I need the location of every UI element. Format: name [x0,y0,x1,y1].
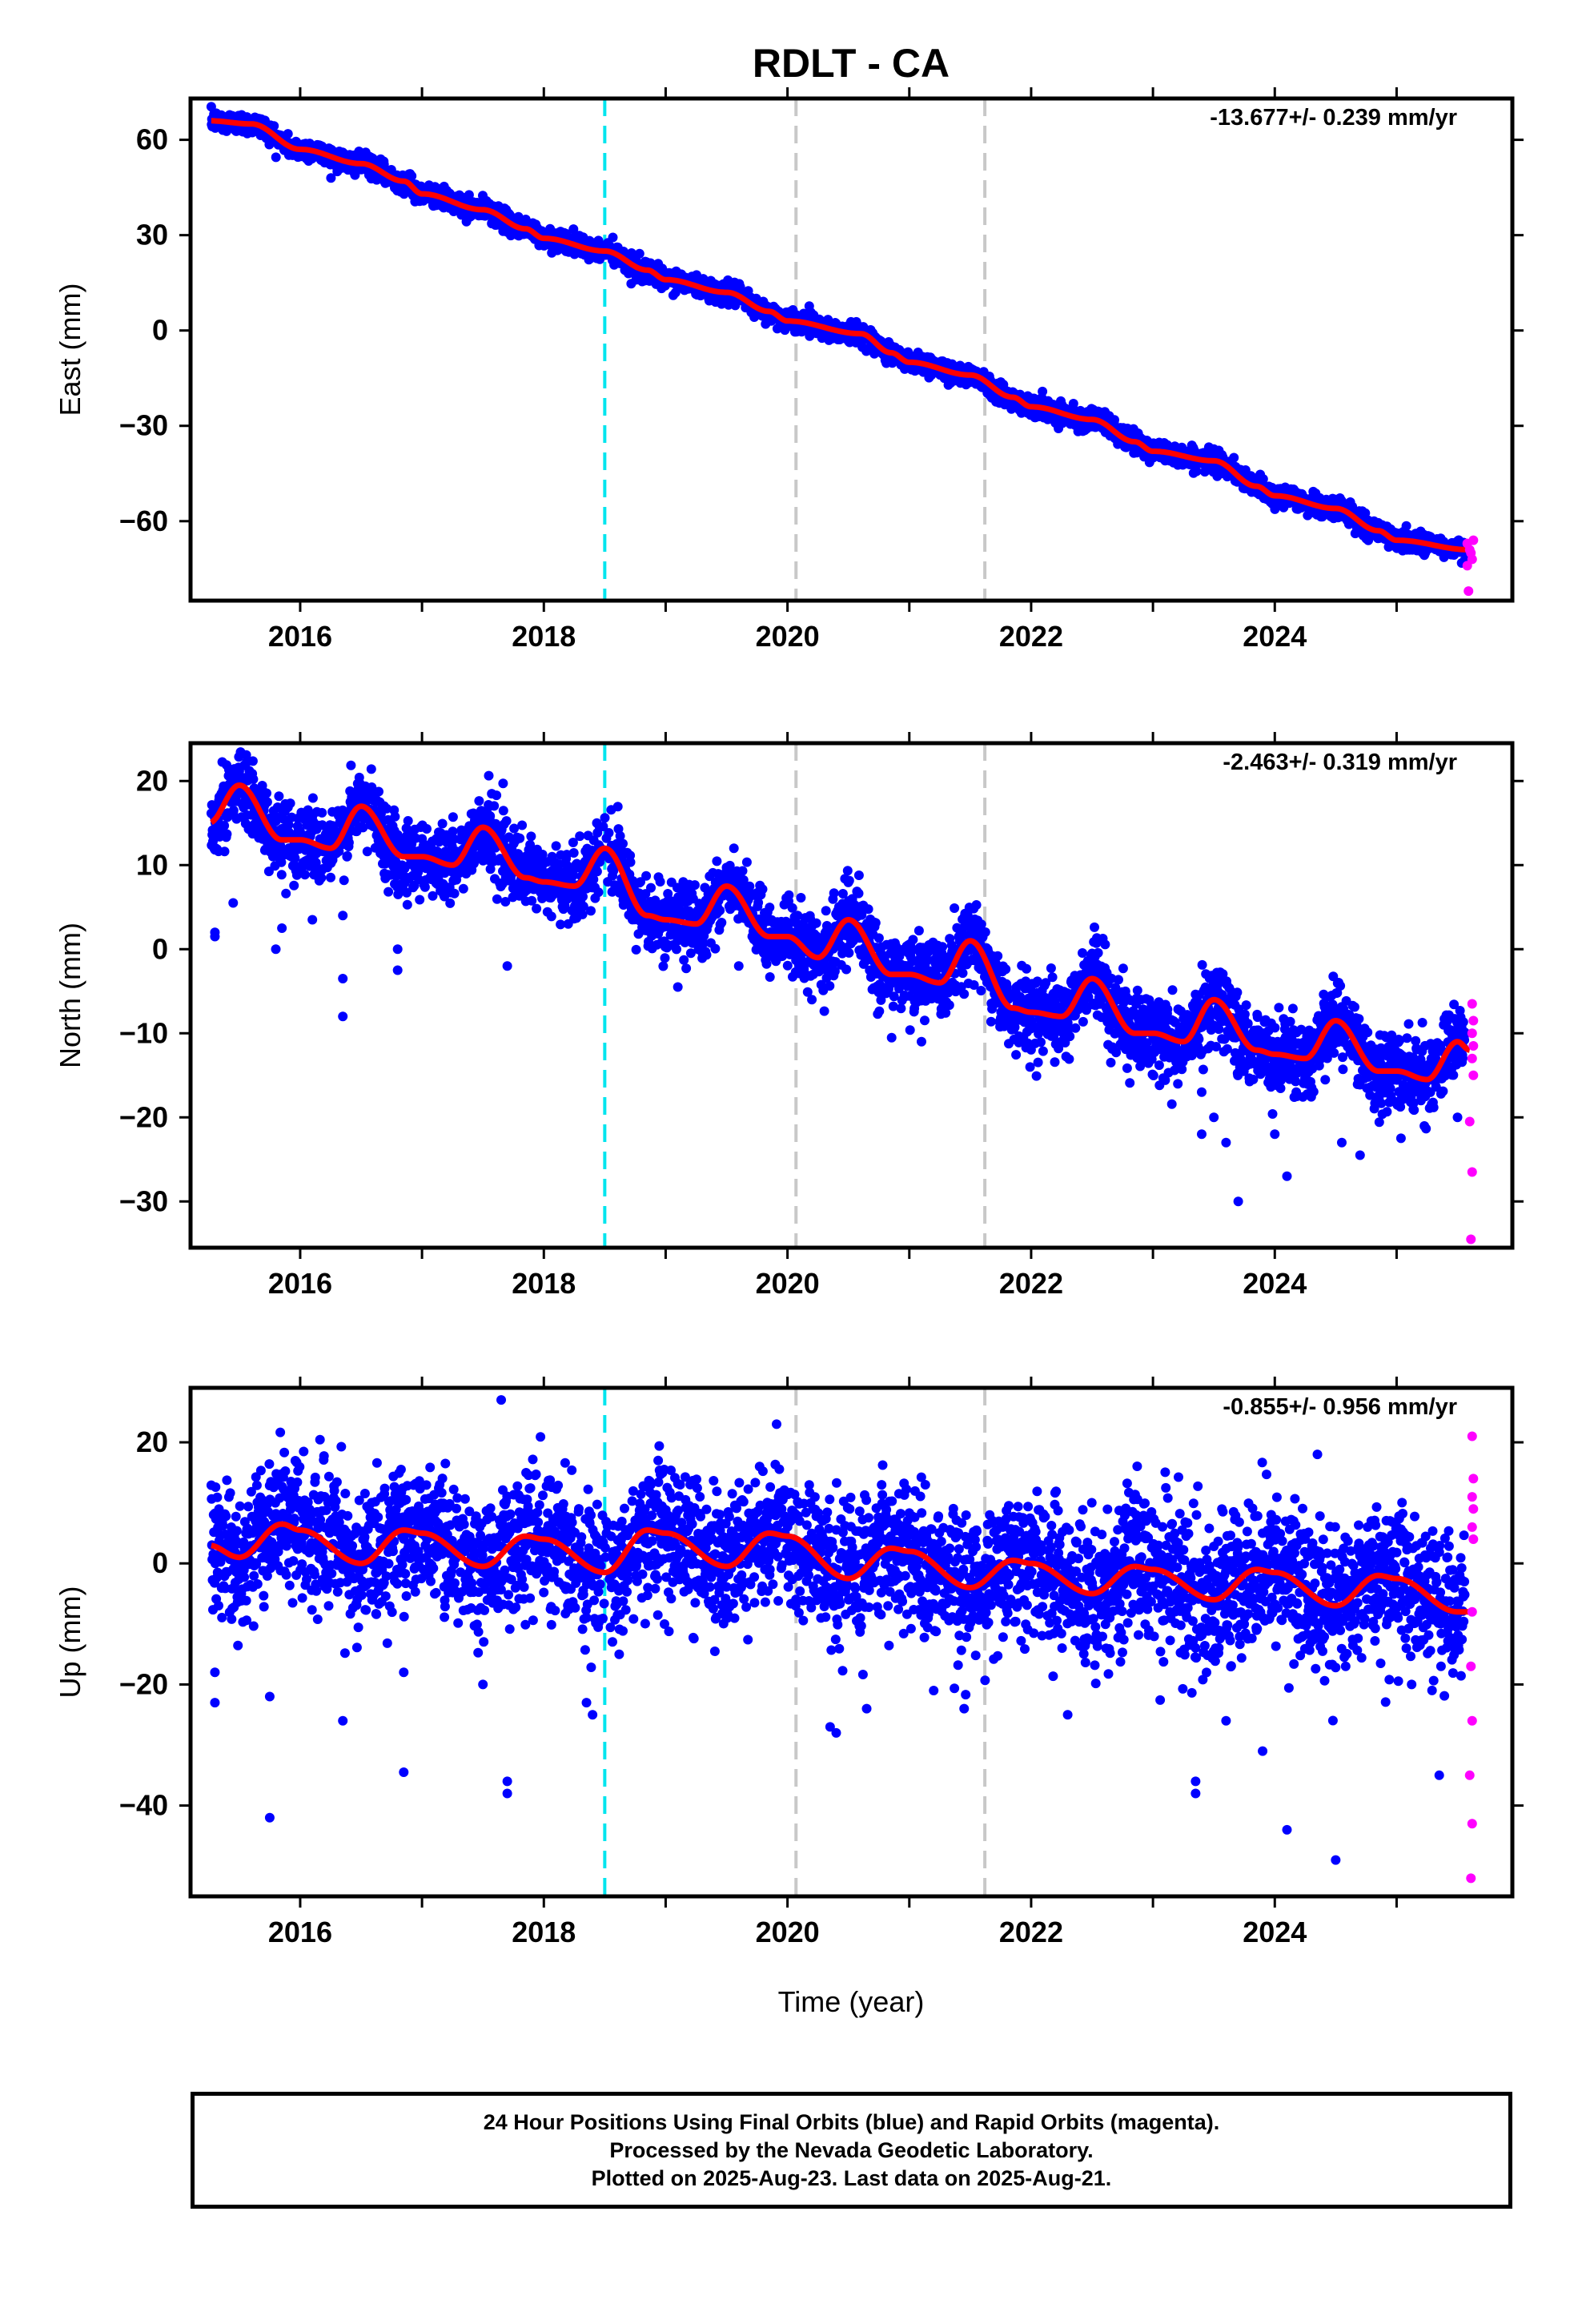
data-point [422,824,432,834]
panel-east: 2016 2018 2020 2022 2024 60 30 0 −30 −60 East (mm)… [54,87,1524,653]
final-orbit-points-north [206,731,1470,1207]
data-point [608,232,618,243]
data-point [235,732,244,742]
data-point [262,797,272,807]
data-point [206,102,216,112]
y-tick-label: 0 [152,314,168,347]
data-point [448,812,458,822]
rapid-point [1468,535,1479,545]
data-point [366,764,376,774]
data-point [593,887,604,898]
data-point [283,129,293,139]
y-tick-label: −60 [119,505,168,537]
data-point [339,875,349,886]
data-point [222,829,232,839]
x-tick-label: 2022 [999,620,1063,653]
plot-area-east [206,99,1479,601]
data-point [269,121,279,131]
data-point [326,872,335,883]
data-point [228,806,239,815]
data-point [342,850,352,861]
y-tick-label: 30 [136,219,168,251]
data-point [1191,466,1202,476]
x-tick-label: 2024 [1243,620,1307,653]
data-point [383,887,394,897]
data-point [219,846,230,857]
data-point [458,883,468,894]
data-point [271,152,281,163]
data-point [415,895,425,905]
data-point [346,760,356,770]
data-point [390,811,400,822]
data-point [600,813,610,823]
data-point [248,774,259,784]
data-point [1038,386,1048,396]
x-tick-label: 2016 [268,620,332,653]
data-point [407,171,417,181]
data-point [592,866,602,877]
x-tick-label: 2020 [756,620,820,653]
data-point [546,911,556,922]
data-point [501,816,512,826]
data-point [289,880,299,891]
data-point [239,731,249,741]
data-point [492,894,502,904]
data-point [317,807,327,818]
data-point [532,903,542,914]
data-point [449,888,460,899]
data-point [445,898,456,908]
data-point [474,796,484,806]
rapid-orbit-points-east [1462,535,1479,597]
data-point [551,841,561,851]
data-point [402,899,412,910]
data-point [517,820,528,830]
data-point [484,770,494,781]
data-point [276,870,287,880]
data-point [1229,452,1239,463]
data-point [577,909,588,919]
data-point [526,831,536,842]
data-point [489,801,500,811]
data-point [285,798,295,809]
data-point [437,818,448,829]
data-point [274,791,284,802]
panel-north: 2016 2018 2020 2022 202420100−10−20−30North … [54,731,1524,1300]
data-point [568,848,579,858]
data-point [374,786,383,797]
data-point [307,793,318,803]
data-point [515,833,525,843]
data-point [498,778,508,789]
data-point [262,788,271,798]
plot-area-north [206,731,1479,1248]
rapid-point [1464,586,1474,597]
trend-annotation-east: -13.677+/- 0.239 mm/yr [1210,105,1457,131]
data-point [281,888,291,899]
data-point [299,870,310,880]
data-point [326,173,336,183]
data-point [343,838,354,848]
y-tick-label: 60 [136,123,168,156]
data-point [247,756,258,766]
data-point [1401,521,1411,531]
y-tick-label: −30 [119,409,168,442]
data-point [492,790,502,801]
data-point [604,828,614,838]
y-axis-label-east: East (mm) [54,283,86,416]
data-point [608,866,619,876]
data-point [219,821,230,830]
rapid-point [1466,548,1476,558]
data-point [498,806,508,816]
chart-title: RDLT - CA [753,41,950,86]
data-point [568,224,579,235]
data-point [634,248,644,259]
data-point [586,906,596,916]
data-point [575,831,585,842]
x-tick-label: 2018 [512,620,576,653]
data-point [403,816,413,826]
rapid-point [1462,561,1472,571]
